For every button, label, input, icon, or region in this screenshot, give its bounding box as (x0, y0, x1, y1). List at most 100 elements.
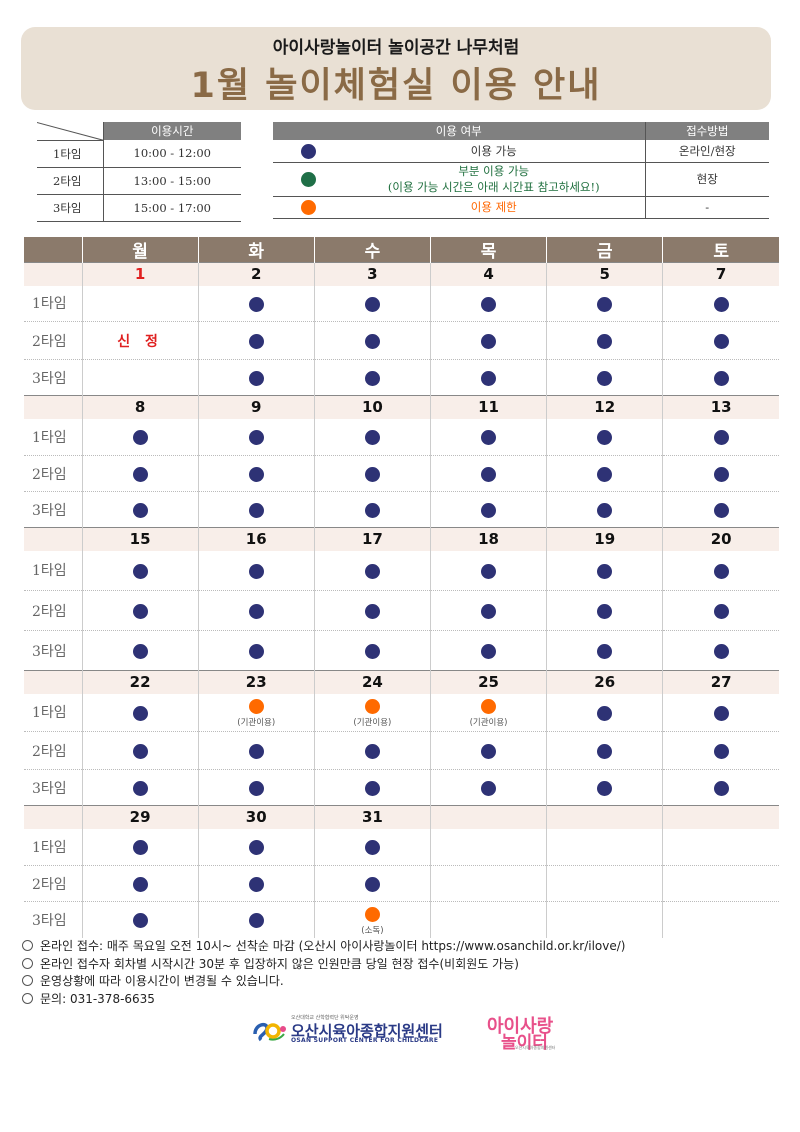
slot-cell (313, 590, 431, 631)
time-table: 이용시간 1타임 10:00 - 12:00 2타임 13:00 - 15:00… (37, 122, 241, 222)
time-table-header: 이용시간 (103, 122, 241, 140)
date-cell (546, 805, 663, 829)
slot-label: 2타임 (24, 455, 82, 492)
org-name-en: OSAN SUPPORT CENTER FOR CHILDCARE (291, 1037, 439, 1044)
slot-cell (81, 285, 199, 322)
available-dot-icon (248, 840, 264, 856)
available-dot-icon (132, 913, 148, 929)
slot-cell (313, 550, 431, 591)
slot-cell: (소독) (313, 901, 431, 938)
date-cell: 13 (662, 395, 779, 419)
slot-cell (429, 285, 547, 322)
available-dot-icon (597, 334, 613, 349)
slot-cell (313, 359, 431, 396)
date-cell: 25 (429, 670, 547, 694)
available-dot-icon (481, 430, 497, 446)
day-header-3: 목 (429, 237, 547, 263)
available-dot-icon (597, 644, 613, 659)
available-dot-icon (597, 604, 613, 619)
slot-cell (546, 418, 663, 456)
slot-cell (546, 769, 663, 806)
available-dot-icon (481, 604, 497, 619)
slot-cell (81, 455, 199, 492)
date-cell: 17 (313, 527, 431, 551)
slot-cell (662, 590, 779, 631)
available-dot-icon (248, 913, 264, 929)
date-cell (662, 805, 779, 829)
slot-cell (81, 630, 199, 671)
time-name: 3타임 (37, 194, 104, 222)
slot-cell (197, 828, 315, 866)
note-item: 문의: 031-378-6635 (22, 991, 625, 1009)
day-header-0: 월 (81, 237, 199, 263)
available-dot-icon (713, 604, 729, 619)
slot-label: 1타임 (24, 418, 82, 456)
available-dot-icon (597, 744, 613, 759)
date-cell: 1 (81, 262, 199, 286)
slot-cell (81, 693, 199, 732)
note-item: 온라인 접수: 매주 목요일 오전 10시~ 선착순 마감 (오산시 아이사랑놀… (22, 938, 625, 956)
slot-label: 3타임 (32, 912, 67, 929)
slot-cell (662, 901, 779, 938)
method-text: - (644, 196, 769, 219)
slot-cell (546, 455, 663, 492)
date-cell: 29 (81, 805, 199, 829)
available-dot-icon (364, 744, 380, 759)
slot-cell: (기관이용) (429, 693, 547, 732)
restricted-dot-icon (364, 906, 380, 922)
date-row-label (24, 527, 82, 551)
slot-cell (662, 731, 779, 770)
slot-cell (197, 491, 315, 528)
available-dot-icon (713, 781, 729, 796)
date-cell: 18 (429, 527, 547, 551)
page-title: 1월 놀이체험실 이용 안내 (190, 66, 602, 106)
available-dot-icon (132, 744, 148, 759)
slot-cell (197, 550, 315, 591)
available-dot-icon (481, 563, 497, 579)
slot-cell (546, 590, 663, 631)
slot-label: 1타임 (24, 285, 82, 322)
slot-cell: (기관이용) (313, 693, 431, 732)
slot-cell (546, 321, 663, 360)
date-cell: 9 (197, 395, 315, 419)
status-text: 이용 가능 (343, 140, 645, 163)
slot-cell (429, 491, 547, 528)
slot-cell (313, 491, 431, 528)
day-header-2: 수 (313, 237, 431, 263)
slot-cell (546, 630, 663, 671)
date-row-label (24, 805, 82, 829)
slot-label: 2타임 (24, 731, 82, 770)
slot-label: 2타임 (24, 590, 82, 631)
note-item: 운영상황에 따라 이용시간이 변경될 수 있습니다. (22, 973, 625, 991)
available-dot-icon (481, 503, 497, 518)
date-row-label (24, 395, 82, 419)
slot-label: 3타임 (32, 780, 67, 797)
slot-cell (662, 630, 779, 671)
slot-cell (197, 630, 315, 671)
slot-row: 1타임 (24, 550, 779, 591)
date-cell: 24 (313, 670, 431, 694)
slot-cell (429, 630, 547, 671)
calendar-corner (24, 237, 82, 263)
date-cell (429, 805, 547, 829)
slot-label: 2타임 (24, 321, 82, 360)
slot-label: 3타임 (32, 502, 67, 519)
partial-dot-icon (300, 171, 316, 187)
play-logo: 아이사랑 놀이터 오산시육아종합지원센터 (487, 1012, 587, 1053)
slot-cell (81, 550, 199, 591)
available-dot-icon (248, 503, 264, 518)
slot-row: 1타임 (24, 285, 779, 322)
available-dot-icon (364, 467, 380, 482)
available-dot-icon (481, 467, 497, 482)
available-dot-icon (597, 563, 613, 579)
slot-cell (197, 731, 315, 770)
available-dot-icon (597, 781, 613, 796)
available-dot-icon (713, 744, 729, 759)
restricted-dot-icon (364, 699, 380, 715)
slot-row: 1타임 (24, 828, 779, 866)
date-cell: 23 (197, 670, 315, 694)
available-dot-icon (248, 644, 264, 659)
available-dot-icon (597, 430, 613, 446)
